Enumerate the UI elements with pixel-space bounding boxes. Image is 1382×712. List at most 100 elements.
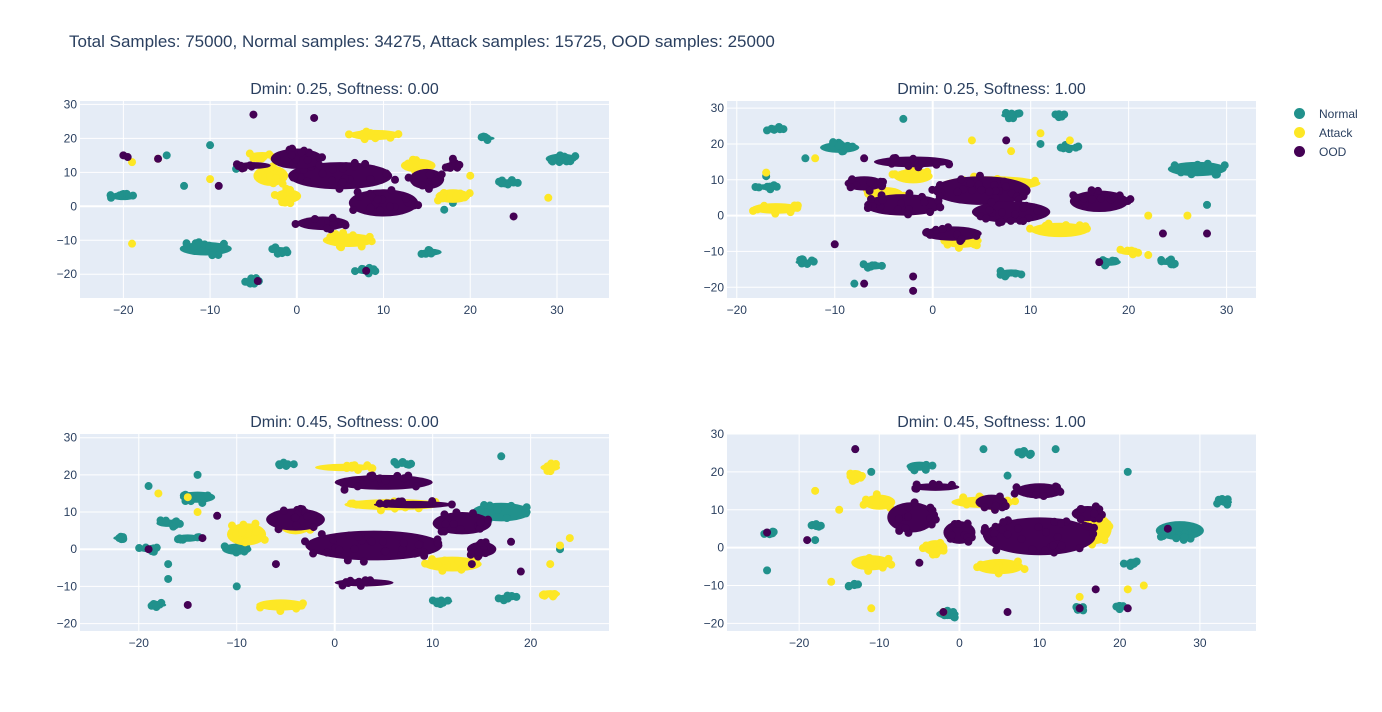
point-normal	[1218, 495, 1227, 504]
point-normal	[763, 566, 772, 575]
point-ood	[1115, 191, 1124, 200]
point-ood	[1039, 491, 1048, 500]
point-ood	[310, 113, 319, 122]
point-ood	[1026, 485, 1035, 494]
point-normal	[493, 506, 502, 515]
point-ood	[851, 445, 860, 454]
point-normal	[1026, 449, 1035, 458]
point-attack	[270, 190, 279, 199]
point-attack	[404, 159, 413, 168]
point-normal	[798, 255, 807, 264]
scatter-marks	[113, 452, 574, 615]
point-attack	[855, 560, 864, 569]
point-ood	[213, 511, 222, 520]
point-normal	[1108, 256, 1117, 265]
point-attack	[353, 465, 362, 474]
legend-item-attack[interactable]: Attack	[1290, 123, 1358, 142]
point-attack	[260, 535, 269, 544]
point-ood	[418, 181, 427, 190]
point-ood	[317, 530, 326, 539]
point-ood	[1088, 195, 1097, 204]
point-ood	[846, 183, 855, 192]
point-ood	[345, 531, 354, 540]
point-normal	[351, 267, 360, 276]
point-attack	[793, 201, 802, 210]
point-attack	[1020, 565, 1029, 574]
point-normal	[503, 594, 512, 603]
point-attack	[269, 179, 278, 188]
point-ood	[1041, 528, 1050, 537]
point-normal	[417, 249, 426, 258]
point-normal	[769, 527, 778, 536]
point-normal	[1051, 445, 1060, 454]
y-tick-label: 10	[711, 503, 725, 517]
x-tick-label: 0	[293, 303, 300, 317]
point-normal	[152, 600, 161, 609]
x-tick-label: 0	[331, 636, 338, 650]
point-normal	[754, 183, 763, 192]
point-ood	[896, 199, 905, 208]
point-ood	[303, 156, 312, 165]
point-ood	[214, 181, 223, 190]
point-attack	[286, 199, 295, 208]
point-ood	[1096, 194, 1105, 203]
point-attack	[183, 493, 192, 502]
point-normal	[1014, 448, 1023, 457]
point-attack	[565, 534, 574, 543]
point-ood	[1080, 521, 1089, 530]
point-attack	[959, 493, 968, 502]
point-attack	[276, 606, 285, 615]
point-attack	[376, 506, 385, 515]
point-ood	[297, 148, 306, 157]
point-normal	[1015, 109, 1024, 118]
legend-marker-attack	[1294, 127, 1305, 138]
point-normal	[1011, 269, 1020, 278]
point-ood	[441, 163, 450, 172]
point-ood	[959, 185, 968, 194]
point-attack	[835, 505, 844, 514]
y-tick-label: −10	[704, 244, 725, 258]
point-ood	[1050, 548, 1059, 557]
point-ood	[1158, 229, 1167, 238]
point-normal	[479, 132, 488, 141]
x-tick-label: −20	[129, 636, 150, 650]
x-tick-label: 20	[464, 303, 478, 317]
y-tick-label: 20	[711, 465, 725, 479]
point-attack	[872, 490, 881, 499]
point-ood	[1203, 229, 1212, 238]
legend-item-normal[interactable]: Normal	[1290, 104, 1358, 123]
point-ood	[1046, 487, 1055, 496]
y-tick-label: 20	[64, 468, 78, 482]
point-ood	[481, 549, 490, 558]
point-normal	[279, 247, 288, 256]
y-tick-label: −10	[57, 579, 78, 593]
point-normal	[848, 142, 857, 151]
point-normal	[998, 269, 1007, 278]
legend-item-ood[interactable]: OOD	[1290, 142, 1358, 161]
point-ood	[328, 165, 337, 174]
subplot-1: −20 −10 0 10 20 30 −20 −10 0 10 20 30 Dmin: 0.25, So…	[57, 81, 609, 317]
point-attack	[438, 194, 447, 203]
point-normal	[548, 157, 557, 166]
point-ood	[893, 205, 902, 214]
point-ood	[434, 539, 443, 548]
point-ood	[889, 154, 898, 163]
series-attack	[128, 127, 553, 252]
point-ood	[860, 154, 869, 163]
point-attack	[154, 489, 163, 498]
point-normal	[214, 250, 223, 259]
point-attack	[1013, 557, 1022, 566]
point-ood	[329, 535, 338, 544]
point-normal	[1220, 161, 1229, 170]
point-attack	[286, 185, 295, 194]
point-ood	[253, 277, 262, 286]
point-attack	[922, 541, 931, 550]
y-tick-label: 30	[711, 427, 725, 441]
point-ood	[292, 521, 301, 530]
point-normal	[801, 154, 810, 163]
point-ood	[411, 178, 420, 187]
point-ood	[474, 547, 483, 556]
point-ood	[322, 548, 331, 557]
point-normal	[397, 458, 406, 467]
point-normal	[979, 445, 988, 454]
